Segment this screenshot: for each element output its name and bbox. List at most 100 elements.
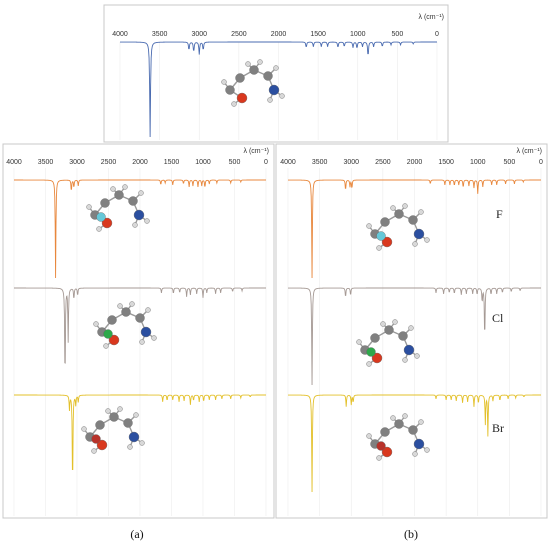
unit-label-a: λ (cm⁻¹) xyxy=(244,148,269,155)
atom xyxy=(402,413,408,419)
atom xyxy=(381,236,393,248)
caption-b: (b) xyxy=(404,527,418,541)
atom xyxy=(371,352,383,364)
tick-label: 2000 xyxy=(271,31,287,38)
atom xyxy=(380,321,386,327)
atom xyxy=(380,427,390,437)
tick-labels: 4000 3500 3000 2500 2000 1500 1000 500 0 4000 3500… xyxy=(6,31,543,166)
atom xyxy=(95,420,105,430)
unit-label-parent: λ (cm⁻¹) xyxy=(419,14,444,21)
atom xyxy=(114,190,124,200)
tick-label: 1500 xyxy=(438,159,454,166)
parent-frame xyxy=(103,4,449,143)
atom xyxy=(366,347,376,357)
atom xyxy=(100,198,110,208)
tick-label: 500 xyxy=(504,159,516,166)
atom xyxy=(231,101,237,107)
atom xyxy=(268,84,280,96)
atom xyxy=(135,313,145,323)
atom xyxy=(123,418,133,428)
atom xyxy=(109,412,119,422)
grid-lines xyxy=(13,42,542,516)
atom xyxy=(151,335,157,341)
atom xyxy=(225,85,235,95)
atom xyxy=(376,245,382,251)
atom xyxy=(376,231,386,241)
molecule-a-cl xyxy=(93,301,157,349)
atom xyxy=(424,237,430,243)
atom xyxy=(96,439,108,451)
atom xyxy=(394,419,404,429)
atom xyxy=(249,65,259,75)
atom xyxy=(122,184,128,190)
atom xyxy=(236,92,248,104)
atom xyxy=(139,440,145,446)
tick-label: 4000 xyxy=(112,31,128,38)
atom xyxy=(424,447,430,453)
tick-label: 0 xyxy=(435,31,439,38)
tick-label: 3000 xyxy=(343,159,359,166)
atom xyxy=(121,307,131,317)
tick-label: 3000 xyxy=(191,31,207,38)
atom xyxy=(140,326,152,338)
halogen-label-br: Br xyxy=(492,421,504,435)
spectrum-line-a-Br xyxy=(14,394,266,470)
spectrum-line-parent xyxy=(120,41,437,138)
atom xyxy=(221,79,227,85)
tick-label: 2500 xyxy=(231,31,247,38)
atom xyxy=(91,448,97,454)
panel-b-frame xyxy=(275,143,548,519)
atom xyxy=(139,339,145,345)
atom xyxy=(376,441,386,451)
atom xyxy=(408,425,418,435)
atom xyxy=(86,204,92,210)
spectrum-line-a-F xyxy=(14,179,266,279)
atom xyxy=(96,212,106,222)
panel-a-frame xyxy=(2,143,275,519)
tick-label: 2000 xyxy=(407,159,423,166)
halogen-label-f: F xyxy=(496,207,503,221)
tick-label: 2000 xyxy=(132,159,148,166)
unit-label-b: λ (cm⁻¹) xyxy=(517,148,542,155)
atom xyxy=(128,196,138,206)
atom xyxy=(107,315,117,325)
atom xyxy=(138,190,144,196)
atom xyxy=(402,203,408,209)
atom xyxy=(413,228,425,240)
atom xyxy=(103,329,113,339)
atom xyxy=(245,61,251,67)
tick-label: 4000 xyxy=(280,159,296,166)
atom xyxy=(263,71,273,81)
atom xyxy=(133,209,145,221)
tick-label: 3500 xyxy=(152,31,168,38)
tick-label: 500 xyxy=(229,159,241,166)
atom xyxy=(376,455,382,461)
atom xyxy=(412,241,418,247)
atom xyxy=(408,325,414,331)
atom xyxy=(418,419,424,425)
atom xyxy=(366,223,372,229)
atom xyxy=(257,59,263,65)
tick-label: 3500 xyxy=(312,159,328,166)
atom xyxy=(413,438,425,450)
spectrum-line-b-Br xyxy=(288,394,541,493)
atom xyxy=(370,333,380,343)
tick-label: 2500 xyxy=(375,159,391,166)
spectra-traces xyxy=(14,41,542,493)
atom xyxy=(108,334,120,346)
atom xyxy=(394,209,404,219)
molecule-a-f xyxy=(86,184,150,232)
tick-label: 1500 xyxy=(164,159,180,166)
molecule-a-br xyxy=(81,406,145,454)
atom xyxy=(273,65,279,71)
atom xyxy=(96,226,102,232)
tick-label: 4000 xyxy=(6,159,22,166)
atom xyxy=(127,444,133,450)
atom xyxy=(380,217,390,227)
spectrum-line-b-F xyxy=(288,179,542,279)
molecule-b-br xyxy=(366,413,430,461)
atom xyxy=(384,325,394,335)
atom xyxy=(398,331,408,341)
atom xyxy=(132,222,138,228)
